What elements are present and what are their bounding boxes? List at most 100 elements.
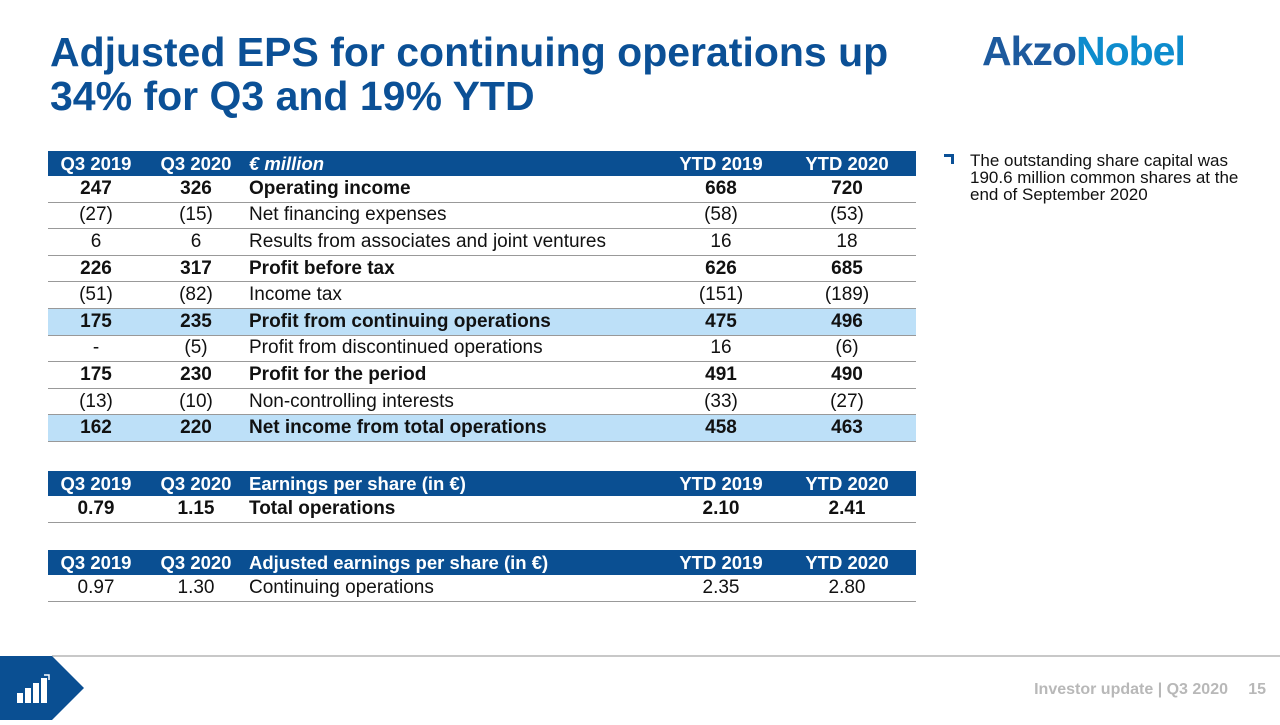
table-row: 162 220 Net income from total operations 45… [48, 415, 916, 442]
table-row: 247 326 Operating income 668 720 [48, 176, 916, 203]
table-cell: - [92, 337, 100, 359]
column-header: YTD 2020 [805, 472, 889, 494]
table-row: - (5) Profit from discontinued operations 1… [48, 336, 916, 363]
table-cell: (58) [704, 204, 738, 226]
table-cell: (27) [79, 204, 113, 226]
page-number: 15 [1248, 681, 1266, 698]
table-cell: 720 [831, 177, 863, 199]
akzonobel-logo: AkzoNobel [982, 28, 1186, 74]
bullet-icon [944, 154, 954, 164]
table-cell: 463 [831, 417, 863, 439]
table-cell: 6 [190, 230, 202, 252]
table-cell: (15) [179, 204, 213, 226]
column-header: YTD 2019 [679, 472, 763, 494]
table-cell: 2.41 [828, 497, 866, 519]
table-cell: Profit for the period [249, 363, 427, 385]
investor-badge [0, 656, 84, 720]
table-header: Q3 2019 Q3 2020 € million YTD 2019 YTD 2020 [48, 151, 916, 176]
table-cell: Profit from continuing operations [249, 310, 551, 332]
table-cell: 247 [80, 177, 112, 199]
column-header: Q3 2020 [160, 551, 232, 573]
table-cell: 317 [180, 257, 212, 279]
table-cell: (53) [830, 204, 864, 226]
table-cell: Continuing operations [249, 576, 434, 598]
table-cell: (189) [824, 284, 870, 306]
table-cell: Profit from discontinued operations [249, 337, 543, 359]
column-header: € million [249, 152, 325, 174]
table-row: 175 230 Profit for the period 491 490 [48, 362, 916, 389]
table-cell: 668 [705, 177, 737, 199]
adjusted-eps-table: Q3 2019 Q3 2020 Adjusted earnings per shar… [48, 550, 916, 602]
column-header: Q3 2019 [60, 152, 132, 174]
table-cell: 235 [180, 310, 212, 332]
table-cell: 175 [80, 363, 112, 385]
table-cell: Total operations [249, 497, 396, 519]
table-cell: 496 [831, 310, 863, 332]
table-row: (51) (82) Income tax (151) (189) [48, 282, 916, 309]
table-cell: 491 [705, 363, 737, 385]
table-cell: (5) [184, 337, 208, 359]
table-row: (27) (15) Net financing expenses (58) (53) [48, 203, 916, 230]
eps-table: Q3 2019 Q3 2020 Earnings per share (in €) Y… [48, 471, 916, 523]
table-cell: 626 [705, 257, 737, 279]
column-header: YTD 2020 [805, 152, 889, 174]
income-table: Q3 2019 Q3 2020 € million YTD 2019 YTD 2020 2… [48, 151, 916, 442]
table-cell: 2.80 [828, 576, 866, 598]
table-cell: (10) [179, 390, 213, 412]
table-row: 0.97 1.30 Continuing operations 2.35 2.80 [48, 575, 916, 602]
table-cell: 490 [831, 363, 863, 385]
table-cell: 162 [80, 417, 112, 439]
column-header: Q3 2020 [160, 472, 232, 494]
table-cell: 226 [80, 257, 112, 279]
table-cell: 175 [80, 310, 112, 332]
table-cell: 6 [90, 230, 102, 252]
table-row: 226 317 Profit before tax 626 685 [48, 256, 916, 283]
column-header: YTD 2019 [679, 551, 763, 573]
table-cell: 475 [705, 310, 737, 332]
page-title: Adjusted EPS for continuing operations u… [50, 29, 889, 119]
table-cell: 16 [710, 337, 732, 359]
column-header: Earnings per share (in €) [249, 472, 466, 494]
table-cell: (151) [698, 284, 744, 306]
table-cell: Operating income [249, 177, 411, 199]
table-cell: 458 [705, 417, 737, 439]
table-cell: 1.15 [177, 497, 215, 519]
table-cell: (13) [79, 390, 113, 412]
table-header: Q3 2019 Q3 2020 Earnings per share (in €) Y… [48, 471, 916, 496]
footer-divider [52, 655, 1280, 657]
column-header: Q3 2020 [160, 152, 232, 174]
table-cell: (6) [835, 337, 859, 359]
table-cell: 220 [180, 417, 212, 439]
table-row: 6 6 Results from associates and joint vent… [48, 229, 916, 256]
table-cell: 685 [831, 257, 863, 279]
table-cell: 2.35 [702, 576, 740, 598]
column-header: Q3 2019 [60, 472, 132, 494]
table-cell: (33) [704, 390, 738, 412]
table-cell: Income tax [249, 284, 342, 306]
note-text: The outstanding share capital was 190.6 … [944, 152, 1240, 203]
table-row: 175 235 Profit from continuing operations 4… [48, 308, 916, 336]
table-cell: (82) [179, 284, 213, 306]
table-cell: 326 [180, 177, 212, 199]
table-cell: 1.30 [177, 576, 215, 598]
table-cell: 0.97 [77, 576, 115, 598]
table-cell: Non-controlling interests [249, 390, 454, 412]
table-cell: 2.10 [702, 497, 740, 519]
table-cell: 18 [836, 230, 858, 252]
table-cell: 16 [710, 230, 732, 252]
table-row: (13) (10) Non-controlling interests (33) (27… [48, 389, 916, 416]
table-cell: Results from associates and joint ventur… [249, 230, 606, 252]
table-header: Q3 2019 Q3 2020 Adjusted earnings per shar… [48, 550, 916, 575]
table-row: 0.79 1.15 Total operations 2.10 2.41 [48, 496, 916, 523]
column-header: Adjusted earnings per share (in €) [249, 551, 549, 573]
table-cell: (51) [79, 284, 113, 306]
table-cell: 0.79 [77, 497, 115, 519]
table-cell: (27) [830, 390, 864, 412]
footer-text: Investor update | Q3 2020 [1034, 681, 1228, 698]
column-header: YTD 2020 [805, 551, 889, 573]
bar-chart-icon [17, 674, 50, 703]
column-header: Q3 2019 [60, 551, 132, 573]
table-cell: Net income from total operations [249, 417, 547, 439]
table-cell: Net financing expenses [249, 204, 447, 226]
column-header: YTD 2019 [679, 152, 763, 174]
